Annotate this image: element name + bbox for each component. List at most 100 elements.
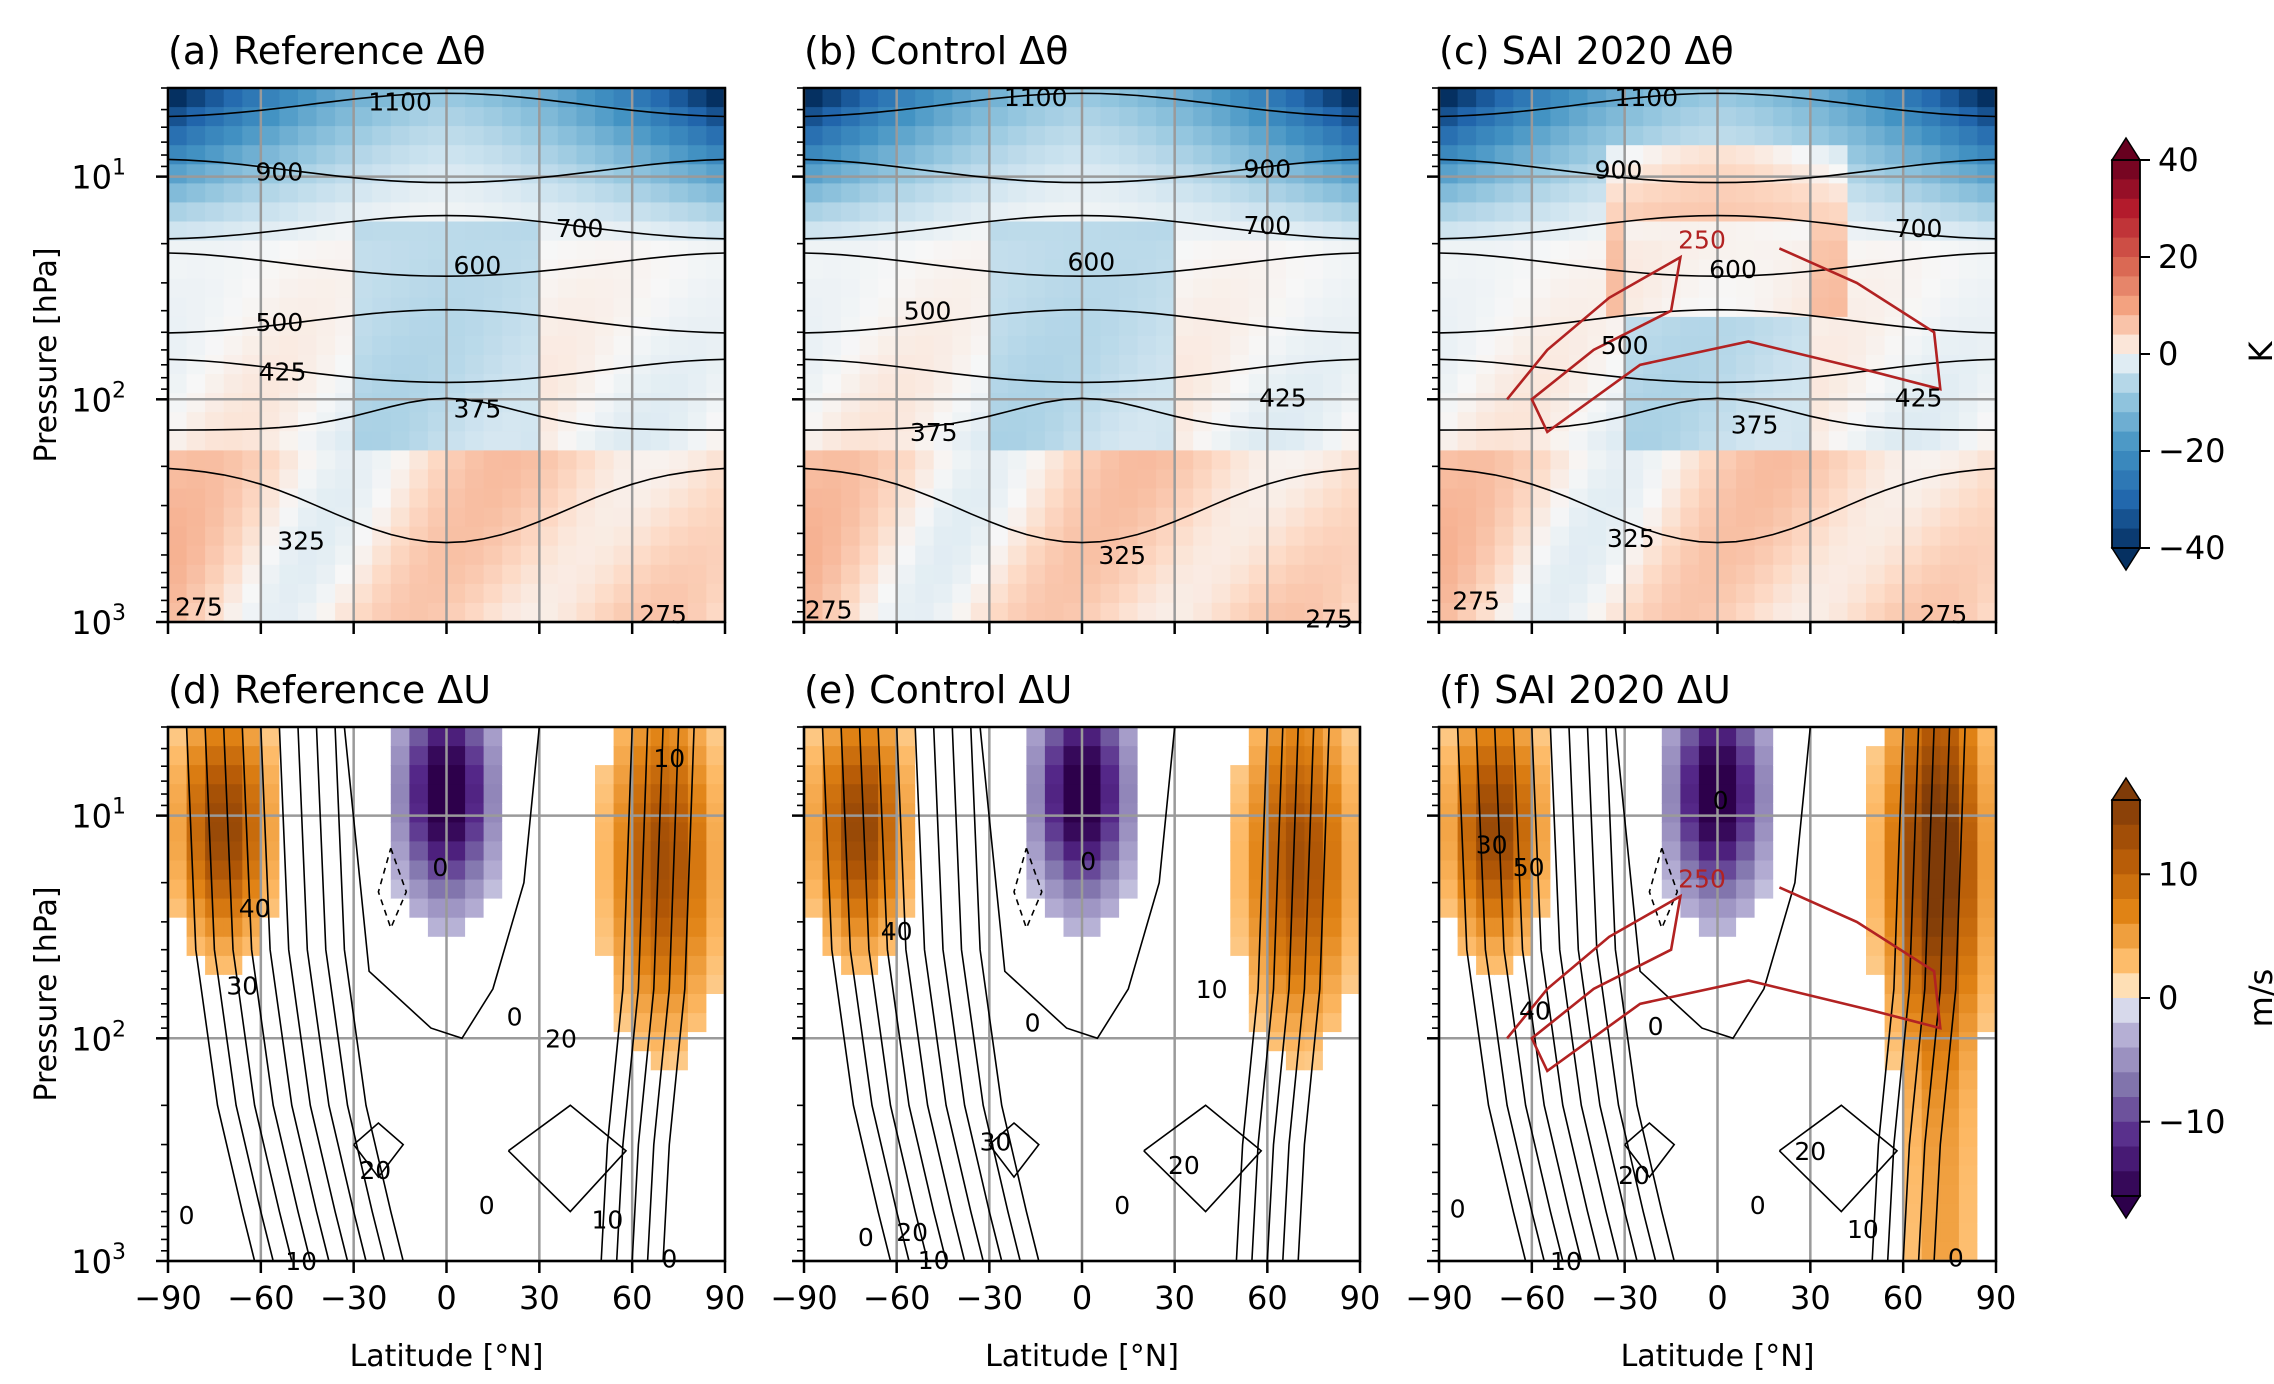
heatmap-cell — [1100, 88, 1120, 108]
heatmap-cell — [446, 107, 466, 127]
heatmap-cell — [205, 1089, 225, 1110]
heatmap-cell — [390, 1108, 410, 1129]
heatmap-cell — [260, 1184, 280, 1205]
heatmap-cell — [298, 803, 318, 823]
heatmap-cell — [372, 545, 392, 566]
heatmap-cell — [1531, 1146, 1551, 1167]
heatmap-cell — [1063, 412, 1083, 432]
colorbar-swatch — [2112, 431, 2140, 452]
heatmap-cell — [650, 583, 670, 604]
heatmap-cell — [576, 1146, 596, 1167]
contour-loop — [1143, 1104, 1263, 1213]
heatmap-cell — [1156, 936, 1176, 957]
heatmap-cell — [841, 784, 861, 804]
heatmap-cell — [1304, 822, 1324, 843]
contour-line — [241, 726, 312, 1262]
heatmap-cell — [878, 374, 898, 394]
heatmap-cell — [1174, 450, 1194, 471]
heatmap-cell — [952, 431, 972, 451]
heatmap-cell — [970, 860, 990, 881]
heatmap-cell — [1587, 374, 1607, 394]
heatmap-cell — [952, 240, 972, 261]
heatmap-cell — [1082, 784, 1102, 804]
heatmap-cell — [205, 297, 225, 318]
heatmap-cell — [1304, 278, 1324, 299]
heatmap-cell — [1230, 297, 1250, 318]
heatmap-cell — [1587, 803, 1607, 823]
heatmap-cell — [1137, 1070, 1157, 1090]
contour-label: 0 — [479, 1191, 495, 1220]
heatmap-cell — [1717, 316, 1737, 337]
heatmap-cell — [1304, 259, 1324, 280]
heatmap-cell — [576, 602, 596, 623]
heatmap-cell — [1606, 183, 1626, 204]
contour-label: 0 — [1080, 847, 1096, 876]
heatmap-cell — [539, 335, 559, 356]
heatmap-cell — [390, 602, 410, 623]
heatmap-cell — [1304, 240, 1324, 261]
heatmap-cell — [446, 1222, 466, 1243]
heatmap-cell — [1643, 126, 1663, 146]
heatmap-cell — [1494, 994, 1514, 1014]
heatmap-cell — [446, 1108, 466, 1129]
heatmap-cell — [1828, 431, 1849, 451]
heatmap-cell — [1439, 183, 1459, 204]
heatmap-cell — [465, 860, 485, 881]
heatmap-cell — [706, 297, 726, 318]
heatmap-cell — [632, 936, 652, 957]
heatmap-cell — [260, 355, 280, 375]
heatmap-cell — [1773, 602, 1793, 623]
heatmap-cell — [1494, 1203, 1514, 1224]
heatmap-cell — [595, 126, 615, 146]
heatmap-cell — [896, 126, 916, 146]
heatmap-cell — [1100, 898, 1120, 919]
heatmap-cell — [669, 602, 689, 623]
heatmap-cell — [706, 1203, 726, 1224]
heatmap-cell — [1082, 450, 1102, 471]
heatmap-cell — [1439, 1222, 1459, 1243]
heatmap-cell — [1569, 297, 1589, 318]
heatmap-cell — [1063, 431, 1083, 451]
heatmap-cell — [1063, 1146, 1083, 1167]
heatmap-cell — [1119, 1146, 1139, 1167]
heatmap-cell — [1248, 765, 1268, 785]
heatmap-cell — [650, 221, 670, 242]
heatmap-cell — [1174, 1070, 1194, 1090]
colorbar-extend-top — [2110, 136, 2142, 161]
heatmap-cell — [970, 355, 990, 375]
contour-line — [646, 726, 680, 1262]
heatmap-cell — [1304, 374, 1324, 394]
heatmap-cell — [1230, 183, 1250, 204]
heatmap-cell — [1494, 1051, 1514, 1071]
heatmap-cell — [1285, 727, 1305, 747]
heatmap-cell — [1044, 431, 1064, 451]
heatmap-cell — [427, 765, 448, 785]
heatmap-cell — [168, 1203, 188, 1224]
heatmap-cell — [1082, 393, 1102, 413]
heatmap-cell — [576, 202, 596, 223]
heatmap-cell — [1341, 221, 1361, 242]
heatmap-cell — [1230, 412, 1250, 432]
heatmap-cell — [353, 107, 373, 127]
heatmap-cell — [1698, 278, 1719, 299]
heatmap-cell — [1026, 202, 1046, 223]
heatmap-cell — [915, 955, 935, 976]
heatmap-cell — [1341, 917, 1361, 938]
heatmap-cell — [520, 316, 540, 337]
heatmap-cell — [502, 488, 522, 509]
heatmap-cell — [1977, 564, 1997, 585]
heatmap-cell — [1285, 469, 1305, 490]
heatmap-cell — [1754, 393, 1774, 413]
heatmap-cell — [1119, 765, 1139, 785]
heatmap-cell — [1007, 240, 1027, 261]
heatmap-cell — [1791, 335, 1811, 356]
heatmap-cell — [1513, 917, 1533, 938]
heatmap-cell — [669, 145, 689, 165]
heatmap-cell — [1230, 974, 1250, 995]
heatmap-cell — [1267, 278, 1287, 299]
heatmap-cell — [1230, 822, 1250, 843]
heatmap-cell — [1680, 450, 1700, 471]
heatmap-cell — [1810, 431, 1830, 451]
heatmap-cell — [669, 898, 689, 919]
heatmap-cell — [335, 784, 355, 804]
